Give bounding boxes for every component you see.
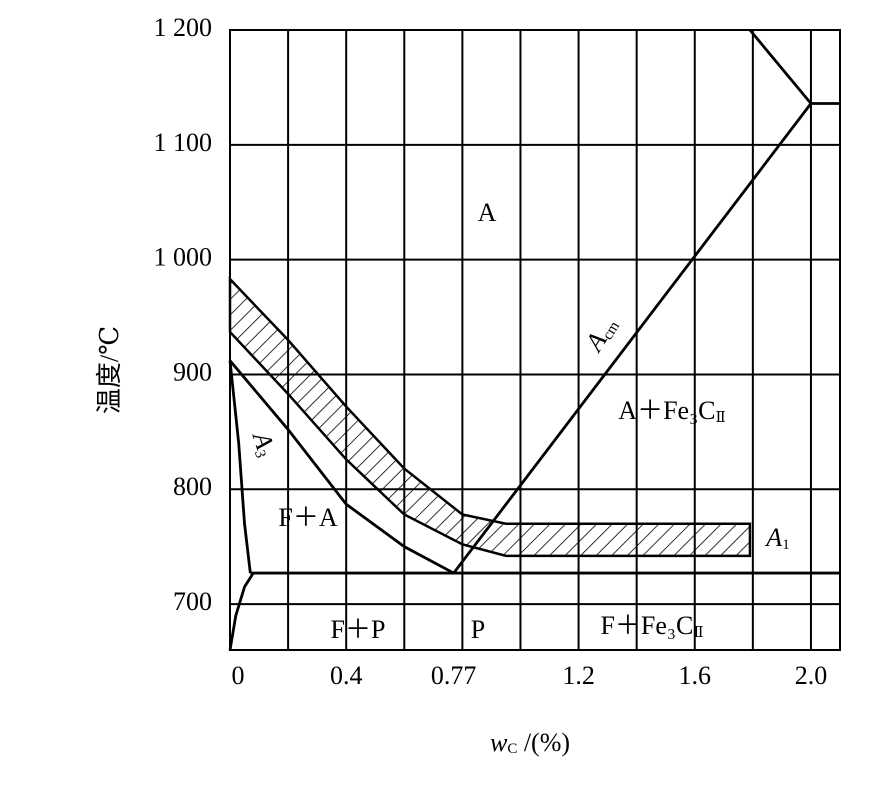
y-tick-label: 1 100: [154, 128, 213, 157]
y-tick-label: 1 000: [154, 243, 213, 272]
phase-label-text: A: [764, 523, 782, 552]
x-tick-label: 0.77: [431, 661, 477, 690]
phase-label-text: F＋Fe₃C: [600, 611, 693, 640]
phase-line: [748, 29, 813, 105]
x-axis-label: wC /(%): [490, 728, 570, 757]
y-tick-label: 700: [173, 587, 212, 616]
y-tick-label: 900: [173, 357, 212, 386]
phase-line: [228, 359, 455, 575]
phase-line: [228, 360, 252, 574]
x-tick-label: 1.2: [562, 661, 595, 690]
phase-label-text: A＋Fe₃C: [618, 396, 715, 425]
x-tick-label: 2.0: [795, 661, 828, 690]
plot-frame: [229, 29, 841, 651]
phase-label: F＋Fe₃CⅡ: [600, 611, 703, 641]
y-tick-label: 1 200: [154, 13, 213, 42]
phase-label-sub: Ⅱ: [693, 625, 703, 641]
x-tick-label: 1.6: [679, 661, 712, 690]
x-tick-label: 0.4: [330, 661, 363, 690]
phase-label: A: [478, 198, 497, 227]
phase-label: A1: [764, 523, 789, 553]
phase-line: [228, 572, 255, 651]
phase-label-sub: 1: [782, 537, 790, 553]
phase-label: F＋A: [278, 503, 337, 532]
phase-label-sub: Ⅱ: [715, 410, 725, 426]
phase-label-text: F＋A: [278, 503, 337, 532]
y-tick-label: 800: [173, 472, 212, 501]
phase-label: P: [471, 615, 485, 644]
phase-label: Acm: [578, 311, 623, 358]
phase-label-text: P: [471, 615, 485, 644]
x-tick-label: 0: [232, 661, 245, 690]
phase-label: F＋P: [331, 615, 386, 644]
phase-line: [452, 102, 813, 574]
phase-label: A3: [245, 427, 282, 461]
hatched-band: [228, 276, 752, 558]
phase-label-text: F＋P: [331, 615, 386, 644]
y-axis-label: 温度/℃: [95, 326, 124, 414]
phase-label-text: A: [478, 198, 497, 227]
phase-label: A＋Fe₃CⅡ: [618, 396, 725, 426]
